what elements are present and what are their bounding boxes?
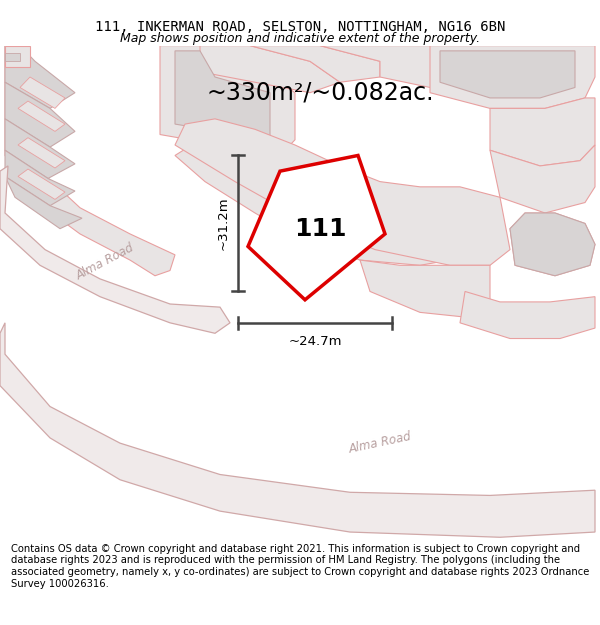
- Polygon shape: [18, 138, 65, 168]
- Text: Alma Road: Alma Road: [347, 430, 413, 456]
- Polygon shape: [490, 98, 595, 166]
- Text: Contains OS data © Crown copyright and database right 2021. This information is : Contains OS data © Crown copyright and d…: [11, 544, 589, 589]
- Polygon shape: [5, 150, 75, 206]
- Polygon shape: [5, 46, 30, 66]
- Polygon shape: [5, 176, 82, 229]
- Polygon shape: [160, 46, 295, 156]
- Polygon shape: [460, 291, 595, 339]
- Text: ~31.2m: ~31.2m: [217, 197, 230, 250]
- Polygon shape: [360, 260, 490, 318]
- Polygon shape: [5, 119, 75, 179]
- Polygon shape: [18, 101, 65, 131]
- Text: 111, INKERMAN ROAD, SELSTON, NOTTINGHAM, NG16 6BN: 111, INKERMAN ROAD, SELSTON, NOTTINGHAM,…: [95, 20, 505, 34]
- Polygon shape: [5, 53, 20, 61]
- Polygon shape: [175, 140, 450, 265]
- Polygon shape: [248, 156, 385, 300]
- Polygon shape: [510, 213, 595, 276]
- Polygon shape: [0, 166, 230, 333]
- Text: ~330m²/~0.082ac.: ~330m²/~0.082ac.: [206, 81, 434, 105]
- Text: 111: 111: [294, 217, 346, 241]
- Polygon shape: [5, 46, 75, 108]
- Text: ~24.7m: ~24.7m: [288, 336, 342, 348]
- Polygon shape: [200, 46, 340, 92]
- Polygon shape: [18, 169, 65, 199]
- Polygon shape: [5, 46, 175, 276]
- Polygon shape: [510, 213, 595, 276]
- Text: Map shows position and indicative extent of the property.: Map shows position and indicative extent…: [120, 32, 480, 45]
- Polygon shape: [5, 82, 75, 147]
- Polygon shape: [0, 323, 595, 538]
- Polygon shape: [320, 46, 460, 88]
- Polygon shape: [440, 51, 575, 98]
- Text: Alma Road: Alma Road: [74, 241, 136, 283]
- Polygon shape: [175, 119, 510, 265]
- Polygon shape: [490, 145, 595, 213]
- Polygon shape: [430, 46, 595, 108]
- Polygon shape: [250, 46, 380, 82]
- Polygon shape: [20, 77, 65, 108]
- Polygon shape: [175, 51, 270, 140]
